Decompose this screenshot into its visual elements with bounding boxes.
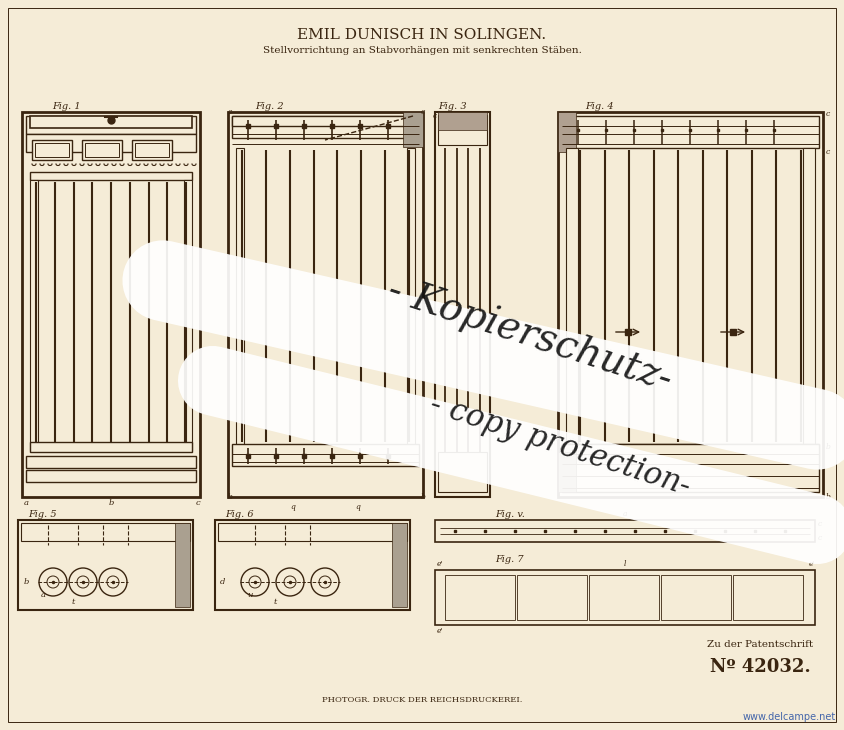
Bar — [85, 143, 119, 157]
Bar — [35, 143, 69, 157]
Text: c: c — [826, 148, 830, 156]
Bar — [445, 575, 515, 620]
Bar — [236, 148, 244, 452]
Text: b: b — [826, 443, 830, 451]
Text: Fig. 5: Fig. 5 — [28, 510, 57, 519]
Bar — [232, 444, 419, 466]
Bar — [661, 575, 731, 620]
Text: l: l — [624, 560, 626, 568]
Bar — [733, 575, 803, 620]
Bar — [558, 112, 576, 152]
Bar — [26, 116, 196, 134]
Bar — [215, 520, 410, 610]
Bar — [438, 115, 487, 145]
Bar — [403, 112, 423, 147]
Bar — [558, 112, 823, 497]
Text: u: u — [247, 591, 252, 599]
Bar — [562, 444, 819, 466]
Text: b: b — [420, 493, 425, 501]
Bar — [175, 523, 190, 607]
Bar — [392, 523, 407, 607]
Text: t: t — [273, 598, 277, 606]
Bar — [435, 112, 490, 497]
Text: Fig. v.: Fig. v. — [495, 510, 525, 519]
Text: www.delcampe.net: www.delcampe.net — [743, 712, 836, 722]
Bar — [566, 148, 578, 452]
Bar — [803, 148, 815, 452]
Text: Zu der Patentschrift: Zu der Patentschrift — [707, 640, 813, 649]
Bar — [30, 442, 192, 452]
FancyArrowPatch shape — [213, 380, 817, 529]
Text: Fig. 7: Fig. 7 — [495, 555, 523, 564]
Bar — [26, 456, 196, 468]
Bar — [589, 575, 659, 620]
Bar — [218, 523, 407, 541]
Text: c: c — [818, 534, 822, 542]
Text: PHOTOGR. DRUCK DER REICHSDRUCKEREI.: PHOTOGR. DRUCK DER REICHSDRUCKEREI. — [322, 696, 522, 704]
Bar — [21, 523, 190, 541]
Text: t: t — [71, 598, 74, 606]
Text: EMIL DUNISCH IN SOLINGEN.: EMIL DUNISCH IN SOLINGEN. — [297, 28, 547, 42]
Text: b: b — [228, 493, 232, 501]
Bar — [132, 140, 172, 160]
Bar — [232, 116, 419, 138]
Text: Stellvorrichtung an Stabvorhängen mit senkrechten Stäben.: Stellvorrichtung an Stabvorhängen mit se… — [262, 46, 582, 55]
Text: q: q — [290, 503, 295, 511]
Bar — [435, 570, 815, 625]
Bar — [30, 172, 192, 180]
Bar — [232, 116, 419, 126]
Bar — [32, 140, 72, 160]
Bar — [435, 520, 815, 542]
Bar — [135, 143, 169, 157]
Text: c: c — [421, 108, 425, 116]
Text: Fig. 4: Fig. 4 — [585, 102, 614, 111]
Bar — [562, 444, 819, 492]
Text: e': e' — [809, 560, 815, 568]
Text: Fig. 3: Fig. 3 — [438, 102, 467, 111]
Text: a: a — [623, 510, 627, 518]
Text: c: c — [818, 520, 822, 528]
Bar — [228, 112, 423, 497]
Text: b: b — [826, 493, 830, 501]
Bar — [517, 575, 587, 620]
Bar — [26, 134, 196, 152]
Text: d: d — [220, 578, 225, 586]
Bar — [184, 180, 192, 450]
Bar — [18, 520, 193, 610]
Text: q: q — [355, 503, 360, 511]
Text: a: a — [24, 499, 29, 507]
Bar — [82, 140, 122, 160]
Text: e': e' — [437, 560, 444, 568]
Text: c: c — [826, 110, 830, 118]
Bar — [26, 470, 196, 482]
Text: - Kopierschutz-: - Kopierschutz- — [383, 272, 677, 399]
Text: c: c — [228, 108, 232, 116]
Text: - copy protection-: - copy protection- — [426, 388, 695, 502]
Bar — [438, 112, 487, 130]
Text: Fig. 1: Fig. 1 — [52, 102, 81, 111]
Text: c: c — [195, 499, 200, 507]
Text: a: a — [41, 591, 46, 599]
Text: Fig. 2: Fig. 2 — [255, 102, 284, 111]
Text: b: b — [108, 499, 114, 507]
Bar — [407, 148, 415, 452]
Bar — [438, 452, 487, 492]
Text: b: b — [24, 578, 29, 586]
FancyArrowPatch shape — [163, 280, 817, 429]
Bar — [22, 112, 200, 497]
Bar — [30, 180, 38, 450]
Text: e': e' — [437, 627, 444, 635]
Text: Fig. 6: Fig. 6 — [225, 510, 254, 519]
Bar — [562, 116, 819, 148]
Bar — [558, 452, 576, 492]
Text: c: c — [433, 112, 437, 120]
Bar — [30, 116, 192, 128]
Text: Nº 42032.: Nº 42032. — [710, 658, 810, 676]
